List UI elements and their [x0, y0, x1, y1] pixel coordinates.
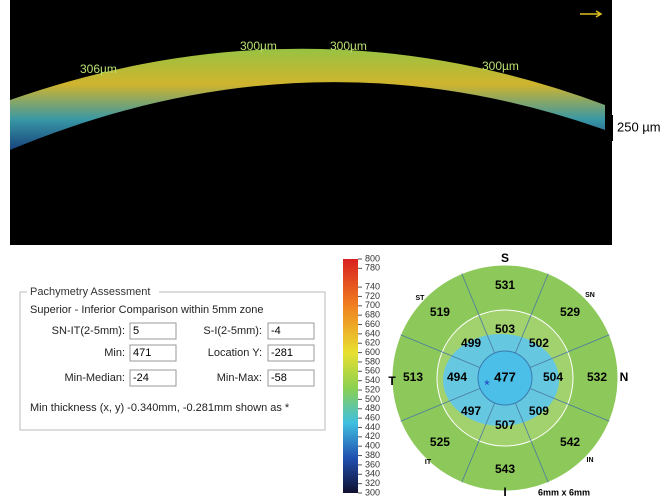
region-label: SN — [585, 292, 595, 299]
field-label: SN-IT(2-5mm): — [52, 325, 125, 337]
page: 250 µm Pachymetry Assessment Superior - … — [0, 0, 666, 498]
field-label: Location Y: — [208, 347, 262, 359]
field-label: S-I(2-5mm): — [203, 325, 262, 337]
sector-value-inner: 497 — [461, 404, 481, 418]
sector-value-outer: 525 — [430, 435, 450, 449]
sector-value-outer: 531 — [495, 278, 515, 292]
field-value: 471 — [133, 347, 151, 359]
sector-value-outer: 542 — [560, 435, 580, 449]
thickness-label: 300µm — [482, 59, 519, 73]
panel-note: Min thickness (x, y) -0.340mm, -0.281mm … — [30, 402, 290, 414]
region-label: IT — [425, 459, 432, 466]
sector-value-inner: 499 — [461, 336, 481, 350]
region-label: S — [501, 251, 509, 265]
map-size: 6mm x 6mm — [538, 487, 590, 497]
sector-value-outer: 543 — [495, 462, 515, 476]
sector-value-inner: 507 — [495, 418, 515, 432]
region-label: N — [620, 370, 629, 384]
sector-value-inner: 502 — [529, 336, 549, 350]
field-label: Min-Max: — [217, 372, 262, 384]
panel-title: Pachymetry Assessment — [30, 286, 150, 298]
colorbar-tick-label: 780 — [365, 263, 380, 273]
sector-value-inner: 509 — [529, 404, 549, 418]
sector-value-outer: 519 — [430, 305, 450, 319]
min-marker: * — [484, 377, 490, 393]
region-label: IN — [587, 457, 594, 464]
field-value: -24 — [133, 372, 149, 384]
field-label: Min: — [104, 347, 125, 359]
field-value: 5 — [133, 325, 139, 337]
panel-subtitle: Superior - Inferior Comparison within 5m… — [30, 304, 264, 316]
center-value: 477 — [494, 369, 516, 384]
region-label: T — [388, 374, 396, 388]
sector-value-outer: 529 — [560, 305, 580, 319]
scale-label: 250 µm — [617, 119, 661, 134]
sector-value-inner: 503 — [495, 322, 515, 336]
region-label: ST — [416, 295, 426, 302]
field-value: -281 — [271, 347, 293, 359]
thickness-label: 300µm — [240, 39, 277, 53]
screen: 250 µm Pachymetry Assessment Superior - … — [0, 0, 666, 498]
sector-value-inner: 494 — [447, 370, 467, 384]
oct-scan — [10, 0, 612, 245]
thickness-label: 306µm — [80, 62, 117, 76]
sector-value-inner: 504 — [543, 370, 563, 384]
colorbar — [343, 259, 358, 493]
sector-value-outer: 513 — [403, 370, 423, 384]
field-label: Min-Median: — [64, 372, 125, 384]
sector-value-outer: 532 — [587, 370, 607, 384]
field-value: -4 — [271, 325, 281, 337]
thickness-label: 300µm — [330, 39, 367, 53]
field-value: -58 — [271, 372, 287, 384]
colorbar-tick-label: 300 — [365, 487, 380, 497]
region-label: I — [503, 485, 506, 498]
